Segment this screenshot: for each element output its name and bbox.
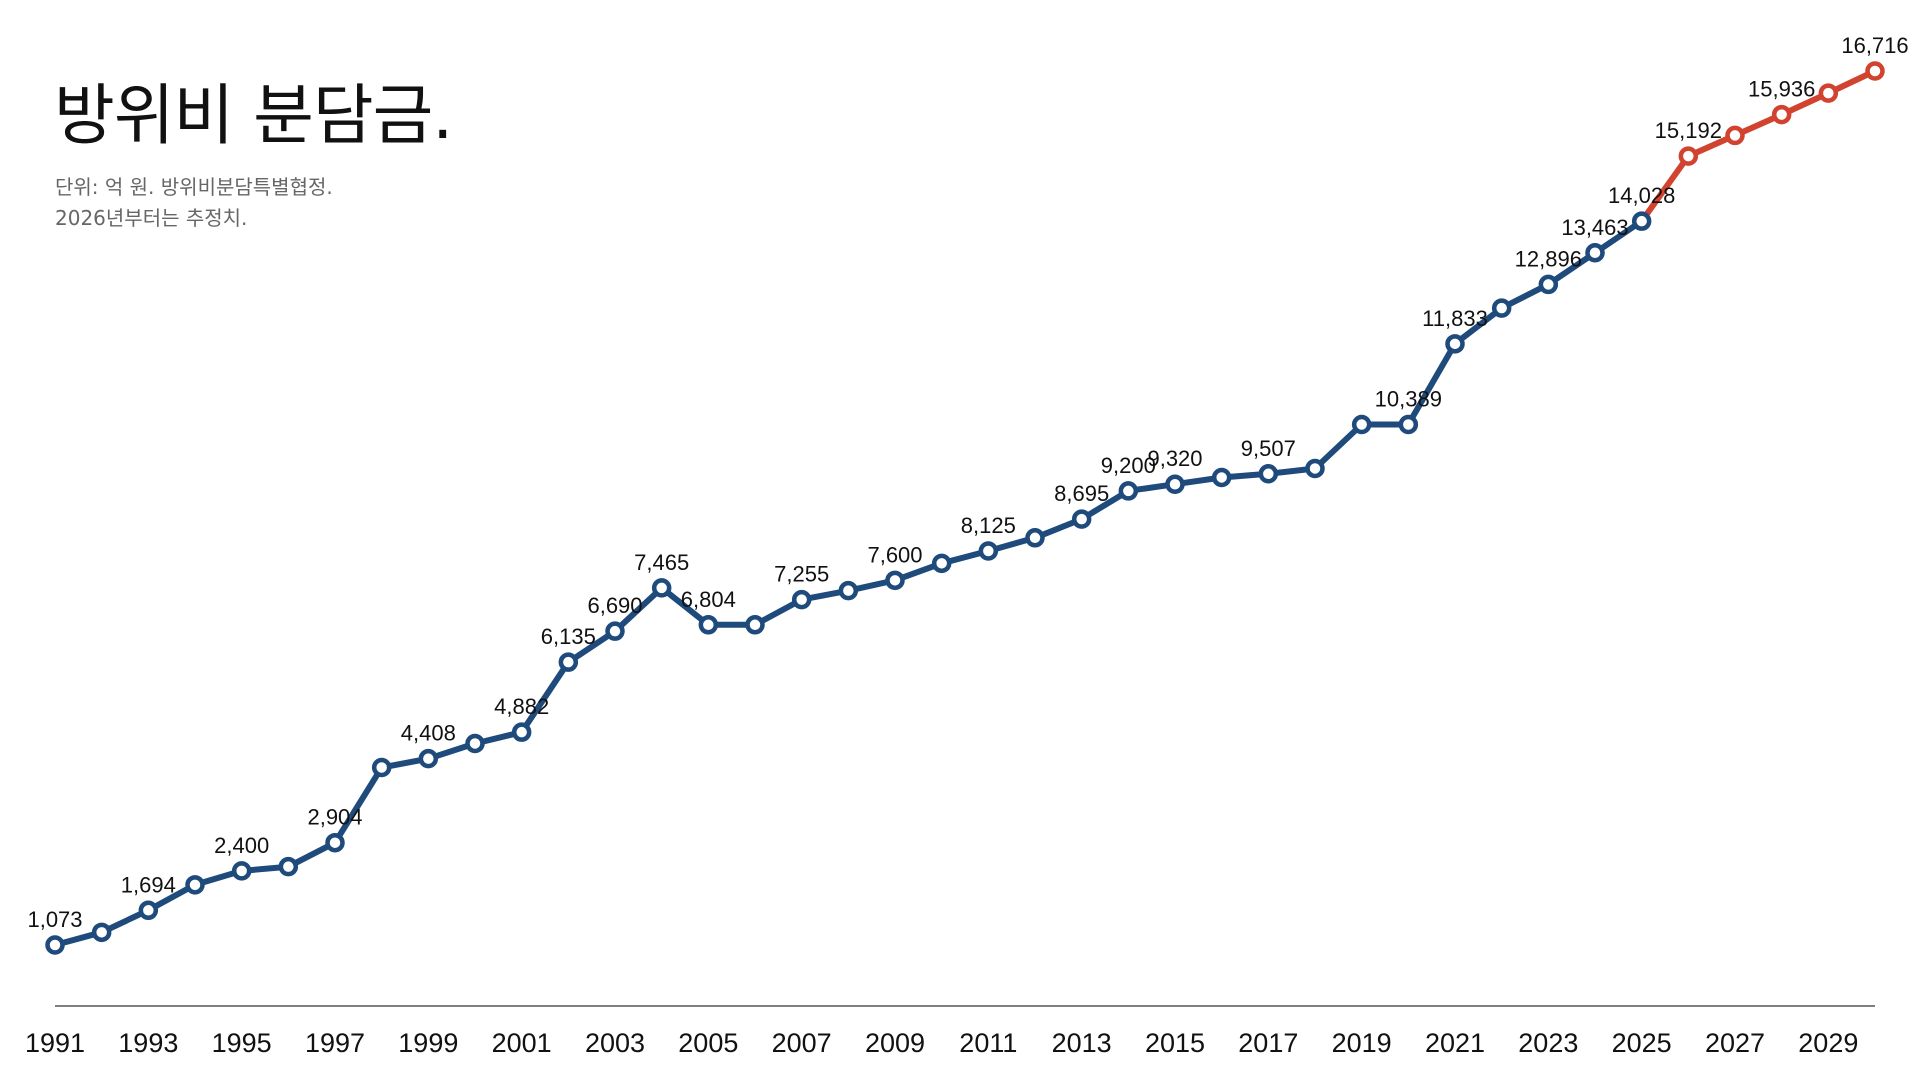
data-point-2025 [1631,211,1652,231]
data-point-2004 [651,578,672,598]
data-point-2005 [698,615,719,635]
data-point-1996 [278,856,299,877]
data-point-2030 [1865,61,1885,81]
data-labels: 1,073 1,694 2,400 2,904 4,408 4,882 6,135 6,690… [27,33,1908,932]
data-point-2022 [1491,298,1512,318]
x-tick-label-2013: 2013 [1052,1028,1112,1058]
data-point-2024 [1585,243,1605,263]
x-tick-label-2023: 2023 [1518,1028,1578,1058]
data-point-2018 [1305,458,1325,479]
data-point-1992 [91,922,112,943]
data-label-1993: 1,694 [121,872,176,897]
data-label-2007: 7,255 [774,562,829,587]
data-label-2002: 6,135 [541,624,596,649]
data-point-1991 [45,935,65,955]
data-point-2017 [1258,464,1279,484]
data-point-2012 [1025,528,1045,548]
data-label-2024: 13,463 [1561,215,1628,240]
data-label-2011: 8,125 [961,513,1016,538]
data-point-1994 [185,875,205,895]
chart-title: 방위비 분담금. [54,77,453,154]
data-label-1997: 2,904 [307,805,362,830]
data-point-1997 [325,832,345,853]
data-point-2006 [745,615,765,635]
subtitle-line-estimate-note: 2026년부터는 추정치. [55,206,248,230]
data-point-2000 [465,733,485,754]
data-label-2013: 8,695 [1054,481,1109,506]
x-tick-label-1993: 1993 [118,1028,178,1058]
data-label-2005: 6,804 [681,587,736,612]
x-tick-label-2009: 2009 [865,1028,925,1058]
data-label-2025: 14,028 [1608,183,1675,208]
data-label-2028: 15,936 [1748,77,1815,102]
data-point-2010 [931,553,952,574]
data-label-2014: 9,200 [1101,453,1156,478]
data-label-2017: 9,507 [1241,436,1296,461]
data-point-2001 [511,722,532,742]
x-tick-label-2025: 2025 [1612,1028,1672,1058]
data-point-2019 [1351,414,1372,435]
data-point-1998 [371,757,392,778]
data-label-2009: 7,600 [867,542,922,567]
data-label-2021: 11,833 [1422,306,1488,331]
data-label-2004: 7,465 [634,550,689,575]
data-label-2020: 10,389 [1375,386,1442,411]
data-point-2009 [885,570,905,591]
data-point-2014 [1118,481,1139,501]
data-point-2011 [978,541,999,561]
data-point-2028 [1771,104,1792,125]
data-label-2030: 16,716 [1841,33,1908,58]
x-tick-label-2011: 2011 [959,1028,1017,1058]
data-point-2029 [1818,83,1839,103]
data-point-2016 [1211,467,1232,488]
x-tick-label-2027: 2027 [1705,1028,1765,1058]
data-point-2027 [1725,125,1745,146]
x-tick-label-2019: 2019 [1332,1028,1392,1058]
data-label-2003: 6,690 [587,593,642,618]
x-axis: 1991 1993 1995 1997 1999 2001 2003 2005 2007 2009… [25,1005,1875,1058]
data-point-2026 [1678,146,1699,166]
data-point-1995 [231,861,252,881]
x-tick-label-1999: 1999 [398,1028,458,1058]
x-tick-label-2015: 2015 [1145,1028,1205,1058]
data-point-2002 [558,652,579,672]
data-label-1995: 2,400 [214,833,269,858]
x-tick-label-2029: 2029 [1798,1028,1858,1058]
x-tick-label-1991: 1991 [25,1028,85,1058]
data-points [45,61,1885,955]
x-tick-label-2021: 2021 [1425,1028,1485,1058]
data-point-2007 [791,589,812,610]
data-label-1991: 1,073 [27,907,82,932]
data-point-1999 [418,748,439,769]
data-label-2001: 4,882 [494,694,549,719]
data-point-2003 [605,621,625,641]
data-point-2015 [1165,474,1185,494]
x-tick-label-2007: 2007 [772,1028,832,1058]
data-point-2008 [838,580,859,601]
x-tick-label-1997: 1997 [305,1028,365,1058]
subtitle-line-unit: 단위: 억 원. 방위비분담특별협정. [55,175,333,199]
data-point-2020 [1398,414,1419,435]
x-tick-label-2005: 2005 [678,1028,738,1058]
data-point-1993 [138,900,159,921]
data-label-1999: 4,408 [401,721,456,746]
data-point-2021 [1445,334,1465,354]
x-tick-label-2017: 2017 [1238,1028,1298,1058]
x-tick-label-2003: 2003 [585,1028,645,1058]
x-tick-label-1995: 1995 [212,1028,272,1058]
data-label-2023: 12,896 [1515,246,1582,271]
data-point-2013 [1071,509,1092,529]
data-label-2015: 9,320 [1147,446,1202,471]
data-point-2023 [1538,274,1559,295]
data-label-2026: 15,192 [1655,118,1722,143]
chart-subtitle: 단위: 억 원. 방위비분담특별협정. 2026년부터는 추정치. [55,172,333,234]
x-tick-label-2001: 2001 [492,1028,552,1058]
